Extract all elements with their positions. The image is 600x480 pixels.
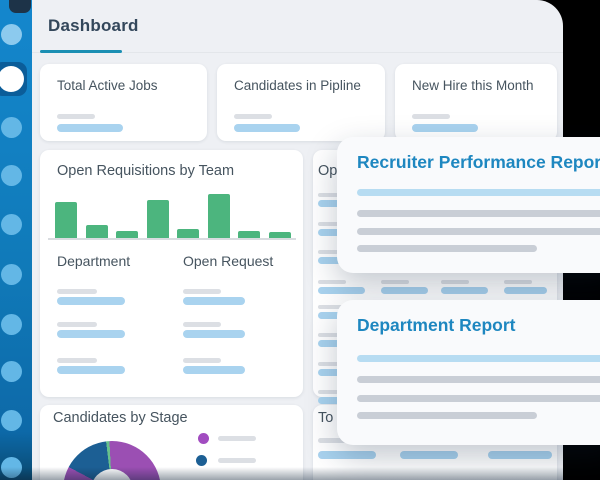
sidebar-item-nav-1[interactable] — [1, 24, 22, 45]
recruiter-performance-report-card[interactable]: Recruiter Performance Report — [337, 137, 600, 273]
stat-card-title: Candidates in Pipline — [234, 78, 361, 93]
sidebar-item-nav-7[interactable] — [1, 314, 22, 335]
chart-baseline — [48, 238, 296, 240]
value-placeholder — [57, 114, 95, 119]
sidebar-item-nav-4[interactable] — [1, 165, 22, 186]
table-cell-placeholder — [183, 289, 221, 294]
sidebar-item-nav-9[interactable] — [1, 410, 22, 431]
stat-card-title: Total Active Jobs — [57, 78, 158, 93]
card-title-truncated: Op — [318, 163, 338, 179]
table-column-header: Open Request — [183, 253, 274, 269]
active-tab-underline — [40, 50, 122, 53]
page-title: Dashboard — [48, 16, 139, 35]
card-title: Candidates by Stage — [53, 410, 188, 426]
table-cell-placeholder — [183, 322, 221, 327]
requisitions-bar-chart — [55, 190, 303, 238]
sidebar-item-nav-3[interactable] — [1, 117, 22, 138]
sidebar-item-nav-5[interactable] — [1, 214, 22, 235]
sidebar-item-nav-8[interactable] — [1, 361, 22, 382]
report-title: Department Report — [357, 315, 516, 335]
table-cell-placeholder — [57, 330, 125, 338]
chip-placeholder — [318, 280, 346, 284]
candidates-by-stage-card[interactable]: Candidates by Stage — [40, 405, 303, 480]
report-line-placeholder — [357, 245, 537, 252]
chip-placeholder — [441, 280, 469, 284]
value-placeholder — [412, 124, 478, 132]
bar-1 — [55, 202, 77, 238]
value-placeholder — [234, 114, 272, 119]
department-report-card[interactable]: Department Report — [337, 300, 600, 445]
chip-placeholder — [318, 222, 346, 226]
chip-placeholder — [318, 193, 346, 197]
report-line-placeholder — [357, 355, 600, 362]
bar-6 — [207, 194, 230, 238]
report-line-placeholder — [357, 412, 537, 419]
table-cell-placeholder — [57, 289, 97, 294]
sidebar-item-selected[interactable] — [0, 62, 27, 96]
header-divider — [32, 52, 563, 53]
report-line-placeholder — [357, 376, 600, 383]
table-cell-placeholder — [183, 330, 245, 338]
value-placeholder — [234, 124, 300, 132]
sidebar-item-nav-6[interactable] — [1, 264, 22, 285]
report-title: Recruiter Performance Report — [357, 152, 600, 172]
table-cell-placeholder — [57, 322, 97, 327]
sidebar — [0, 0, 32, 480]
chip-placeholder — [318, 438, 348, 443]
table-cell-placeholder — [57, 297, 125, 305]
chip-placeholder — [318, 287, 365, 294]
stat-card-total-active-jobs[interactable]: Total Active Jobs — [40, 64, 207, 141]
bar-7 — [238, 231, 260, 238]
sidebar-logo-notch — [9, 0, 31, 13]
report-line-placeholder — [357, 395, 600, 402]
chip-placeholder — [318, 390, 346, 394]
card-title: Open Requisitions by Team — [57, 163, 235, 179]
chip-placeholder — [318, 250, 346, 254]
stat-card-title: New Hire this Month — [412, 78, 534, 93]
selected-nav-icon — [0, 66, 24, 92]
table-column-header: Department — [57, 253, 131, 269]
stat-card-candidates-in-pipeline[interactable]: Candidates in Pipline — [217, 64, 385, 141]
chip-placeholder — [504, 280, 532, 284]
chip-placeholder — [488, 451, 552, 459]
report-line-placeholder — [357, 228, 600, 235]
legend-dot — [196, 455, 207, 466]
legend-label-placeholder — [218, 458, 256, 463]
chip-placeholder — [381, 280, 409, 284]
report-line-placeholder — [357, 210, 600, 217]
chip-placeholder — [318, 333, 346, 337]
donut-hole — [91, 469, 133, 480]
chip-placeholder — [381, 287, 428, 294]
table-cell-placeholder — [57, 366, 125, 374]
card-title-truncated: To — [318, 410, 334, 426]
report-line-placeholder — [357, 189, 600, 196]
table-cell-placeholder — [57, 358, 97, 363]
value-placeholder — [57, 124, 123, 132]
chip-placeholder — [318, 362, 346, 366]
bar-4 — [146, 200, 169, 238]
bar-5 — [177, 229, 199, 238]
bar-3 — [116, 231, 138, 238]
bar-8 — [268, 232, 291, 238]
open-requisitions-card[interactable]: Open Requisitions by Team Department Ope… — [40, 150, 303, 397]
sidebar-item-nav-10[interactable] — [1, 457, 22, 478]
legend-dot — [198, 433, 209, 444]
bar-2 — [85, 225, 108, 238]
table-cell-placeholder — [183, 297, 245, 305]
chip-placeholder — [504, 287, 547, 294]
table-cell-placeholder — [183, 366, 245, 374]
table-cell-placeholder — [183, 358, 221, 363]
chip-placeholder — [318, 451, 376, 459]
bottom-shadow — [0, 467, 563, 480]
chip-placeholder — [441, 287, 488, 294]
chip-placeholder — [318, 305, 346, 309]
value-placeholder — [412, 114, 450, 119]
stat-card-new-hires[interactable]: New Hire this Month — [395, 64, 557, 141]
chip-placeholder — [400, 451, 458, 459]
legend-label-placeholder — [218, 436, 256, 441]
